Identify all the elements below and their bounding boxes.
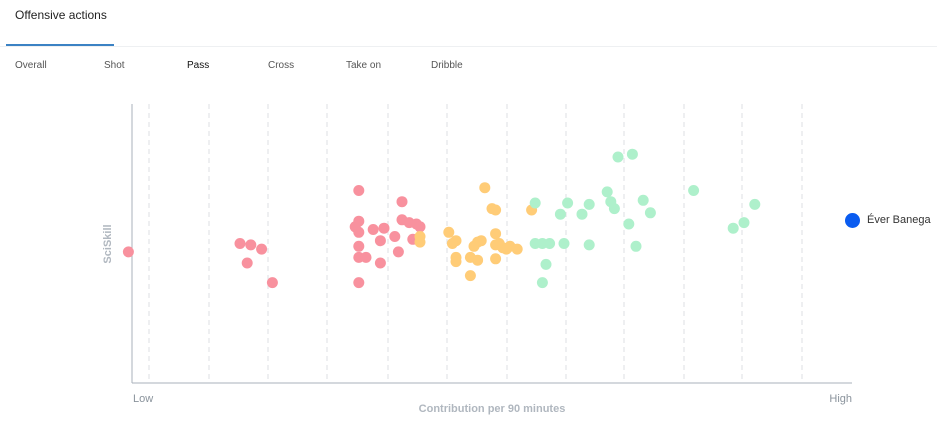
player-marker	[845, 213, 860, 228]
subtab-pass[interactable]: Pass	[187, 60, 210, 71]
data-point-s3-22[interactable]	[688, 185, 700, 196]
x-axis-label: Contribution per 90 minutes	[419, 403, 566, 415]
data-point-s2-3[interactable]	[443, 226, 455, 238]
data-point-s3-8[interactable]	[558, 238, 570, 249]
data-point-s3-9[interactable]	[562, 197, 574, 209]
data-point-s1-15[interactable]	[374, 235, 386, 247]
data-point-s2-23[interactable]	[500, 243, 512, 255]
data-point-s2-2[interactable]	[414, 236, 426, 248]
data-point-s2-16[interactable]	[490, 204, 502, 216]
x-tick-low: Low	[133, 393, 153, 405]
data-point-s1-4[interactable]	[256, 243, 268, 255]
data-point-s3-17[interactable]	[623, 218, 635, 230]
data-point-s2-10[interactable]	[464, 270, 476, 282]
y-axis-label: SciSkill	[102, 224, 114, 263]
data-point-s1-22[interactable]	[392, 246, 404, 258]
data-point-s3-18[interactable]	[626, 148, 638, 160]
data-point-s2-13[interactable]	[472, 254, 484, 266]
subtab-bar: Overall Shot Pass Cross Take on Dribble	[0, 60, 937, 76]
subtab-cross[interactable]: Cross	[268, 60, 295, 71]
data-point-s1-21[interactable]	[396, 196, 408, 208]
data-points	[122, 148, 761, 289]
data-point-s3-24[interactable]	[738, 217, 750, 229]
data-point-s3-15[interactable]	[608, 203, 620, 215]
data-point-s3-25[interactable]	[749, 198, 761, 210]
data-point-s2-7[interactable]	[450, 256, 462, 268]
data-point-s2-5[interactable]	[446, 238, 458, 249]
data-point-s1-16[interactable]	[374, 257, 386, 269]
data-point-s1-17[interactable]	[378, 222, 390, 234]
player-name: Éver Banega	[867, 214, 931, 226]
data-point-s1-2[interactable]	[234, 238, 246, 249]
data-point-s3-7[interactable]	[554, 208, 566, 220]
data-point-s1-3[interactable]	[245, 239, 257, 251]
subtab-dribble[interactable]: Dribble	[431, 60, 463, 71]
tab-offensive-actions[interactable]: Offensive actions	[6, 0, 114, 46]
subtab-overall[interactable]: Overall	[15, 60, 47, 71]
data-point-s3-16[interactable]	[612, 151, 624, 163]
data-point-s1-13[interactable]	[353, 215, 365, 227]
data-point-s1-26[interactable]	[414, 221, 426, 233]
data-point-s3-23[interactable]	[727, 222, 739, 234]
subtab-shot[interactable]: Shot	[104, 60, 125, 71]
data-point-s3-12[interactable]	[583, 239, 595, 251]
data-point-s3-5[interactable]	[540, 258, 552, 270]
data-point-s1-6[interactable]	[266, 277, 278, 289]
data-point-s3-21[interactable]	[644, 207, 656, 219]
data-point-s2-24[interactable]	[511, 243, 523, 255]
data-point-s1-14[interactable]	[367, 224, 379, 235]
data-point-s3-6[interactable]	[536, 277, 548, 289]
data-point-s3-19[interactable]	[630, 240, 642, 252]
data-point-s2-12[interactable]	[475, 235, 487, 247]
data-point-s2-14[interactable]	[479, 182, 491, 194]
data-point-s1-9[interactable]	[360, 251, 372, 263]
subtab-take-on[interactable]: Take on	[346, 60, 382, 71]
data-point-s1-8[interactable]	[353, 185, 365, 196]
tab-bar: Offensive actions	[0, 0, 937, 47]
x-tick-high: High	[829, 393, 852, 405]
data-point-s1-18[interactable]	[353, 277, 365, 289]
data-point-s1-5[interactable]	[241, 257, 253, 269]
tab-offensive-actions-label: Offensive actions	[15, 8, 107, 22]
data-point-s3-10[interactable]	[576, 208, 588, 220]
data-point-s3-1[interactable]	[529, 197, 541, 209]
data-point-s1-19[interactable]	[389, 231, 401, 242]
data-point-s2-17[interactable]	[490, 228, 502, 240]
data-point-s1-1[interactable]	[122, 246, 134, 258]
data-point-s2-20[interactable]	[490, 253, 502, 265]
data-point-s3-20[interactable]	[637, 194, 649, 206]
data-point-s3-13[interactable]	[601, 186, 613, 198]
data-point-s3-4[interactable]	[544, 238, 556, 249]
data-point-s3-11[interactable]	[583, 198, 595, 210]
data-point-s1-10[interactable]	[353, 240, 365, 252]
